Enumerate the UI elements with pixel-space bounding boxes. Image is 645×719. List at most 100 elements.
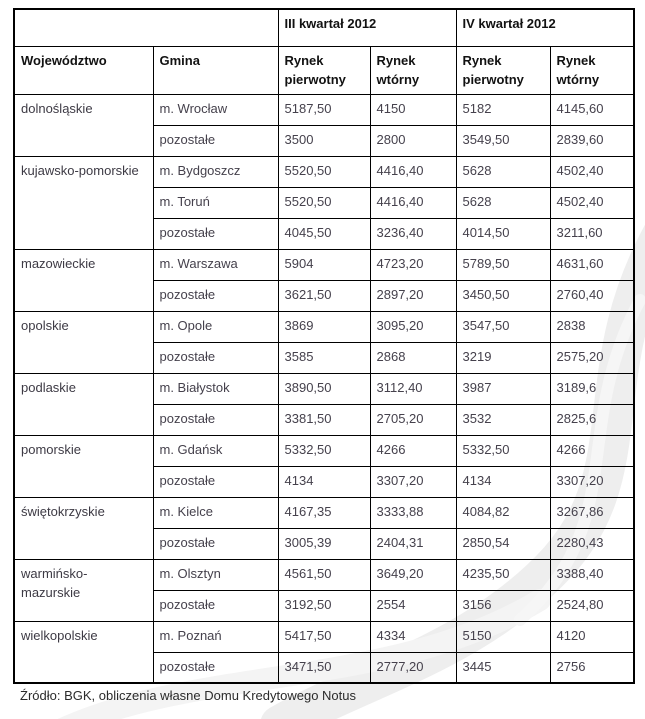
price-value-cell: 3333,88: [369, 496, 457, 529]
gmina-cell: pozostałe: [152, 279, 279, 312]
price-value-cell: 4334: [369, 620, 457, 653]
price-value-cell: 3219: [455, 341, 551, 374]
gmina-cell: pozostałe: [152, 124, 279, 157]
price-value-cell: 2575,20: [549, 341, 635, 374]
table-row: pozostałe 3005,39 2404,31 2850,54 2280,43: [14, 527, 635, 560]
price-value-cell: 5520,50: [277, 155, 371, 188]
price-value-cell: 2404,31: [369, 527, 457, 560]
price-value-cell: 5332,50: [277, 434, 371, 467]
gmina-cell: m. Warszawa: [152, 248, 279, 281]
price-value-cell: 4134: [455, 465, 551, 498]
quarter-header-q4: IV kwartał 2012: [455, 8, 635, 47]
price-value-cell: 3549,50: [455, 124, 551, 157]
price-value-cell: 3381,50: [277, 403, 371, 436]
price-value-cell: 3236,40: [369, 217, 457, 250]
table-body: dolnośląskie m. Wrocław 5187,50 4150 5182 414…: [13, 93, 635, 684]
wojewodztwo-cell: kujawsko-pomorskie: [13, 155, 154, 250]
price-value-cell: 3445: [455, 651, 551, 684]
gmina-cell: pozostałe: [152, 589, 279, 622]
price-value-cell: 3890,50: [277, 372, 371, 405]
price-value-cell: 3532: [455, 403, 551, 436]
column-header-wojewodztwo: Województwo: [13, 45, 154, 95]
gmina-cell: pozostałe: [152, 341, 279, 374]
price-value-cell: 2705,20: [369, 403, 457, 436]
price-value-cell: 5182: [455, 93, 551, 126]
price-value-cell: 5904: [277, 248, 371, 281]
price-value-cell: 4084,82: [455, 496, 551, 529]
price-value-cell: 3307,20: [369, 465, 457, 498]
table-row: pozostałe 3471,50 2777,20 3445 2756: [14, 651, 635, 684]
price-value-cell: 5332,50: [455, 434, 551, 467]
price-value-cell: 3189,6: [549, 372, 635, 405]
price-value-cell: 4416,40: [369, 186, 457, 219]
price-value-cell: 4266: [369, 434, 457, 467]
price-value-cell: 3621,50: [277, 279, 371, 312]
table-row: m. Toruń 5520,50 4416,40 5628 4502,40: [14, 186, 635, 219]
price-value-cell: 2800: [369, 124, 457, 157]
price-value-cell: 5628: [455, 186, 551, 219]
gmina-cell: m. Toruń: [152, 186, 279, 219]
wojewodztwo-cell: dolnośląskie: [13, 93, 154, 157]
price-value-cell: 4120: [549, 620, 635, 653]
wojewodztwo-cell: świętokrzyskie: [13, 496, 154, 560]
table-row: dolnośląskie m. Wrocław 5187,50 4150 5182 414…: [13, 93, 635, 157]
price-value-cell: 3471,50: [277, 651, 371, 684]
price-value-cell: 2280,43: [549, 527, 635, 560]
price-value-cell: 3649,20: [369, 558, 457, 591]
table-row: pozostałe 3500 2800 3549,50 2839,60: [14, 124, 635, 157]
table-row: pozostałe 3585 2868 3219 2575,20: [14, 341, 635, 374]
wojewodztwo-cell: opolskie: [13, 310, 154, 374]
price-value-cell: 4723,20: [369, 248, 457, 281]
quarter-header-q3: III kwartał 2012: [277, 8, 457, 47]
price-value-cell: 2524,80: [549, 589, 635, 622]
price-value-cell: 4145,60: [549, 93, 635, 126]
price-value-cell: 2825,6: [549, 403, 635, 436]
price-value-cell: 2838: [549, 310, 635, 343]
gmina-cell: pozostałe: [152, 527, 279, 560]
table-row: warmińsko- mazurskie m. Olsztyn 4561,50 364…: [13, 558, 635, 622]
table-row: kujawsko-pomorskie m. Bydgoszcz 5520,50 441…: [13, 155, 635, 250]
gmina-cell: m. Opole: [152, 310, 279, 343]
wojewodztwo-cell: wielkopolskie: [13, 620, 154, 684]
price-value-cell: 4502,40: [549, 155, 635, 188]
price-value-cell: 2868: [369, 341, 457, 374]
gmina-cell: m. Gdańsk: [152, 434, 279, 467]
quarter-header-row: III kwartał 2012 IV kwartał 2012: [13, 8, 635, 47]
price-value-cell: 3547,50: [455, 310, 551, 343]
gmina-cell: pozostałe: [152, 403, 279, 436]
gmina-cell: pozostałe: [152, 651, 279, 684]
price-value-cell: 4631,60: [549, 248, 635, 281]
empty-corner-cell: [13, 8, 279, 47]
column-header-rynek-pierwotny-q4: Rynek pierwotny: [455, 45, 551, 95]
price-value-cell: 4045,50: [277, 217, 371, 250]
table-row: podlaskie m. Białystok 3890,50 3112,40 3987 3…: [13, 372, 635, 436]
price-value-cell: 2554: [369, 589, 457, 622]
price-value-cell: 3869: [277, 310, 371, 343]
price-value-cell: 2839,60: [549, 124, 635, 157]
price-value-cell: 3112,40: [369, 372, 457, 405]
price-value-cell: 4561,50: [277, 558, 371, 591]
price-value-cell: 2850,54: [455, 527, 551, 560]
price-value-cell: 5789,50: [455, 248, 551, 281]
price-value-cell: 3211,60: [549, 217, 635, 250]
table-row: świętokrzyskie m. Kielce 4167,35 3333,88 408…: [13, 496, 635, 560]
gmina-cell: m. Wrocław: [152, 93, 279, 126]
price-value-cell: 3156: [455, 589, 551, 622]
price-value-cell: 4235,50: [455, 558, 551, 591]
price-value-cell: 2756: [549, 651, 635, 684]
gmina-cell: m. Białystok: [152, 372, 279, 405]
price-value-cell: 4014,50: [455, 217, 551, 250]
table-row: mazowieckie m. Warszawa 5904 4723,20 5789,50…: [13, 248, 635, 312]
price-value-cell: 5187,50: [277, 93, 371, 126]
table-row: pozostałe 3192,50 2554 3156 2524,80: [14, 589, 635, 622]
column-header-rynek-pierwotny-q3: Rynek pierwotny: [277, 45, 371, 95]
table-row: pozostałe 4134 3307,20 4134 3307,20: [14, 465, 635, 498]
gmina-cell: m. Bydgoszcz: [152, 155, 279, 188]
price-value-cell: 3388,40: [549, 558, 635, 591]
price-value-cell: 3005,39: [277, 527, 371, 560]
price-value-cell: 4416,40: [369, 155, 457, 188]
table-row: opolskie m. Opole 3869 3095,20 3547,50 2838: [13, 310, 635, 374]
price-value-cell: 4502,40: [549, 186, 635, 219]
table-row: pozostałe 3621,50 2897,20 3450,50 2760,40: [14, 279, 635, 312]
price-value-cell: 2760,40: [549, 279, 635, 312]
